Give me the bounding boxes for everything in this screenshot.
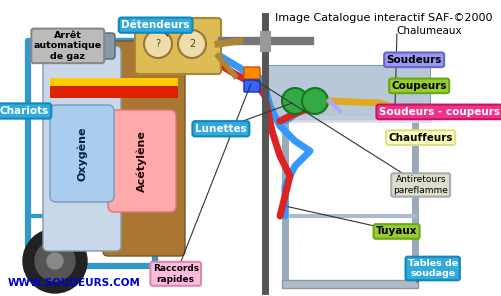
Text: Tables de
soudage: Tables de soudage [407,259,457,278]
Circle shape [47,253,63,269]
Text: Chauffeurs: Chauffeurs [388,133,452,143]
Text: Oxygène: Oxygène [77,127,87,181]
Text: Lunettes: Lunettes [194,124,246,134]
FancyBboxPatch shape [43,46,121,251]
Text: Soudeurs: Soudeurs [386,55,441,65]
Text: 2: 2 [188,39,195,49]
Circle shape [35,241,75,281]
Text: Antiretours
pareflamme: Antiretours pareflamme [392,175,447,195]
Text: Coupeurs: Coupeurs [391,81,446,91]
FancyBboxPatch shape [282,280,417,288]
FancyBboxPatch shape [49,33,115,59]
FancyBboxPatch shape [108,110,176,212]
FancyBboxPatch shape [243,80,260,92]
FancyBboxPatch shape [50,78,114,86]
Circle shape [23,229,87,293]
Text: ?: ? [155,39,160,49]
Text: Tuyaux: Tuyaux [375,226,416,237]
FancyBboxPatch shape [103,41,185,256]
Text: WWW.SOUDEURS.COM: WWW.SOUDEURS.COM [8,278,141,288]
Circle shape [302,88,327,114]
FancyBboxPatch shape [135,18,220,74]
Text: Image Catalogue interactif SAF-©2000: Image Catalogue interactif SAF-©2000 [275,13,491,23]
Circle shape [178,30,205,58]
FancyBboxPatch shape [110,86,178,98]
FancyBboxPatch shape [110,78,178,86]
FancyBboxPatch shape [265,66,429,121]
Circle shape [282,88,308,114]
FancyBboxPatch shape [50,86,114,98]
Circle shape [144,30,172,58]
FancyBboxPatch shape [265,66,429,116]
Text: Raccords
rapides: Raccords rapides [152,264,198,284]
Text: Acétylène: Acétylène [136,130,147,192]
FancyBboxPatch shape [243,67,260,79]
Text: Détendeurs: Détendeurs [121,20,189,30]
Text: Arrêt
automatique
de gaz: Arrêt automatique de gaz [34,31,102,61]
Text: Soudeurs - coupeurs: Soudeurs - coupeurs [378,107,499,117]
FancyBboxPatch shape [50,105,114,202]
Text: Chariots: Chariots [0,106,49,116]
Text: Chalumeaux: Chalumeaux [396,26,461,36]
